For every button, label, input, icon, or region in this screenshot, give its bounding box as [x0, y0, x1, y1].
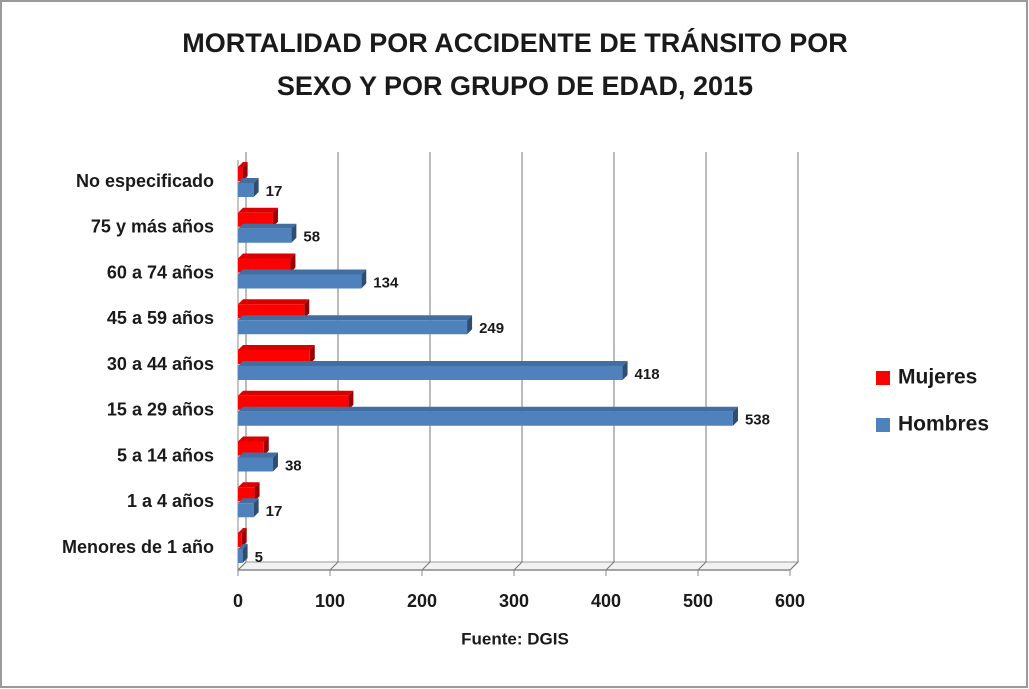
chart-title: MORTALIDAD POR ACCIDENTE DE TRÁNSITO POR [182, 27, 848, 58]
bar [238, 549, 243, 563]
bar-depth [309, 345, 315, 364]
value-label: 418 [635, 366, 660, 383]
y-tick-label: Menores de 1 año [62, 537, 214, 557]
grid-line [605, 561, 615, 571]
grid-line [421, 561, 431, 571]
value-label: 17 [266, 183, 283, 200]
bar-depth [238, 498, 259, 504]
bar-depth [238, 269, 367, 275]
bar-depth [238, 207, 278, 213]
bar-depth [467, 315, 473, 335]
y-tick-label: 45 a 59 años [107, 308, 214, 328]
bar [238, 366, 623, 380]
bar-depth [242, 162, 248, 181]
bar [238, 395, 349, 410]
x-tick-label: 500 [683, 591, 713, 611]
grid-line [697, 561, 707, 571]
bar-depth [348, 390, 354, 410]
value-label: 249 [479, 320, 504, 337]
grid-line [789, 561, 799, 571]
x-tick-label: 400 [591, 591, 621, 611]
bar [238, 304, 305, 319]
bar-depth [238, 299, 310, 305]
bar [238, 228, 292, 243]
bar-depth [238, 345, 315, 350]
value-label: 134 [373, 274, 399, 291]
bar [238, 441, 264, 456]
bar [238, 258, 291, 273]
bar-depth [290, 253, 296, 273]
legend-label: Mujeres [898, 366, 977, 389]
bar-depth [241, 528, 247, 547]
bar-depth [253, 498, 259, 518]
source-note: Fuente: DGIS [461, 629, 569, 648]
value-label: 38 [285, 457, 302, 474]
value-label: 17 [266, 503, 283, 520]
bar-depth [304, 299, 310, 319]
bar [238, 167, 243, 181]
bar [238, 487, 255, 502]
bar-depth [361, 269, 367, 289]
bar-depth [238, 162, 248, 167]
bar-depth [732, 406, 738, 426]
x-tick-label: 0 [233, 591, 243, 611]
chart-title: SEXO Y POR GRUPO DE EDAD, 2015 [277, 71, 753, 101]
bar-depth [238, 436, 269, 442]
bar-depth [238, 253, 296, 259]
bar-depth [263, 436, 269, 456]
bar-depth [272, 207, 278, 227]
bar-depth [272, 452, 278, 472]
legend-label: Hombres [898, 413, 989, 436]
bar-depth [238, 223, 297, 229]
value-label: 5 [255, 549, 263, 566]
legend-swatch [876, 371, 890, 385]
y-tick-label: 15 a 29 años [107, 400, 214, 420]
bar [238, 350, 310, 364]
bar-depth [238, 315, 473, 321]
bar [238, 411, 733, 426]
bar [238, 212, 273, 227]
y-tick-label: 60 a 74 años [107, 262, 214, 282]
bar-depth [238, 361, 628, 366]
bar [238, 503, 254, 518]
bar-depth [253, 178, 259, 197]
bar-depth [238, 178, 259, 183]
bar-depth [622, 361, 628, 380]
bar-depth [238, 452, 278, 458]
grid-line [513, 561, 523, 571]
x-tick-label: 300 [499, 591, 529, 611]
y-tick-label: No especificado [76, 171, 214, 191]
bar-depth [254, 482, 260, 502]
x-tick-label: 200 [407, 591, 437, 611]
bar-depth [291, 223, 297, 243]
bar-depth [238, 544, 248, 549]
bar [238, 457, 273, 472]
x-tick-label: 600 [775, 591, 805, 611]
bar [238, 533, 242, 547]
bar-depth [238, 528, 247, 533]
bar [238, 183, 254, 197]
y-tick-label: 1 a 4 años [127, 491, 214, 511]
y-tick-label: 5 a 14 años [117, 445, 214, 465]
bar-depth [238, 406, 738, 412]
grid-line [237, 561, 247, 571]
bar-depth [238, 482, 260, 488]
value-label: 58 [303, 229, 320, 246]
bar-depth [242, 544, 248, 563]
bar-depth [238, 390, 354, 396]
grid-line [329, 561, 339, 571]
legend-swatch [876, 418, 890, 432]
bar [238, 320, 468, 335]
value-label: 538 [745, 412, 770, 429]
bar [238, 274, 362, 289]
y-tick-label: 30 a 44 años [107, 354, 214, 374]
x-tick-label: 100 [315, 591, 345, 611]
y-tick-label: 75 y más años [91, 217, 214, 237]
